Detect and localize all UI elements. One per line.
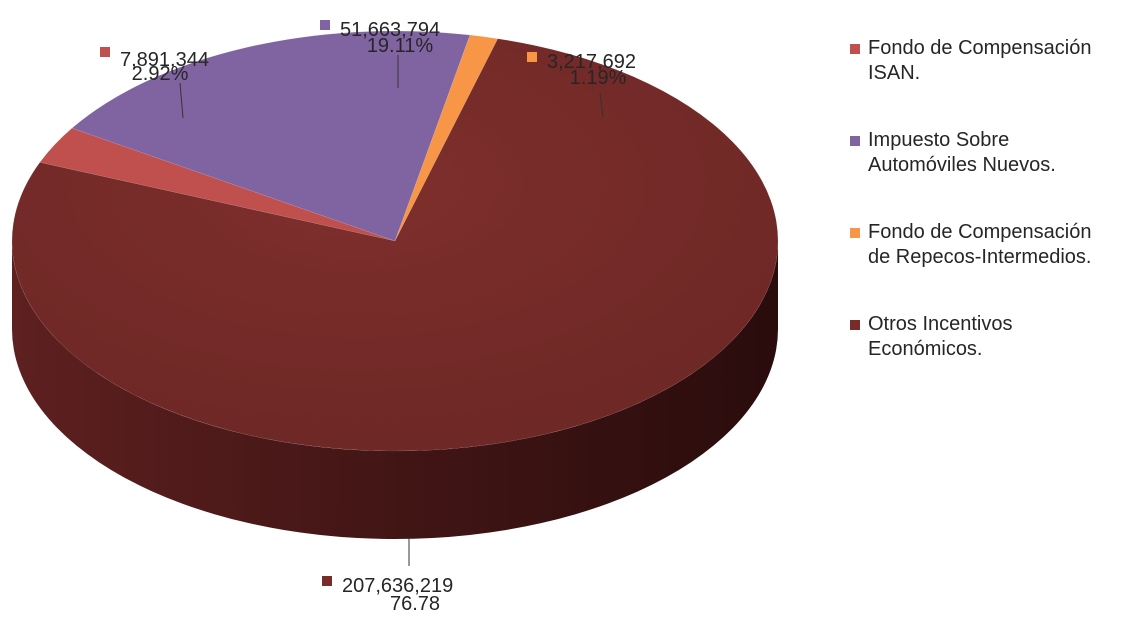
legend-swatch-otros-incentivos [850, 320, 860, 330]
legend-item-otros-incentivos: Otros Incentivos Económicos. [848, 312, 1133, 362]
leader-lines [179, 55, 604, 566]
data-label-swatch-otros-incentivos [322, 576, 332, 586]
legend-label-impuesto-autos: Impuesto Sobre Automóviles Nuevos. [868, 128, 1133, 178]
data-label-swatch-impuesto-autos [320, 20, 330, 30]
legend-item-fondo-isan: Fondo de Compensación ISAN. [848, 36, 1133, 86]
data-label-value-fondo-isan: 7,891,344 [120, 49, 209, 71]
data-label-value-impuesto-autos: 51,663,794 [340, 19, 440, 41]
pie-slice-fondo-repecos [394, 34, 499, 242]
legend: Fondo de Compensación ISAN. Impuesto Sob… [848, 36, 1133, 404]
data-label-percent-fondo-repecos: 1.19% [570, 67, 627, 89]
legend-swatch-fondo-repecos [850, 228, 860, 238]
legend-label-line1: Fondo de Compensación [868, 37, 1092, 59]
data-label-swatch-fondo-isan [100, 47, 110, 57]
legend-swatch-impuesto-autos [850, 136, 860, 146]
legend-swatch-fondo-isan [850, 44, 860, 54]
pie-side-face [12, 241, 778, 539]
legend-item-fondo-repecos: Fondo de Compensación de Repecos-Interme… [848, 220, 1133, 270]
pie-slice-otros-incentivos [11, 38, 779, 452]
pie-slice-fondo-isan [39, 127, 396, 242]
legend-label-fondo-repecos: Fondo de Compensación de Repecos-Interme… [868, 220, 1133, 270]
legend-label-line2: Económicos. [868, 338, 983, 360]
data-label-value-otros-incentivos: 207,636,219 [342, 575, 453, 597]
legend-label-line2: ISAN. [868, 62, 921, 84]
data-label-percent-otros-incentivos: 76.78 [390, 593, 440, 615]
legend-label-otros-incentivos: Otros Incentivos Económicos. [868, 312, 1133, 362]
pie-side-wall [12, 241, 778, 539]
legend-label-line1: Otros Incentivos [868, 313, 1013, 335]
data-label-value-fondo-repecos: 3,217,692 [547, 51, 636, 73]
legend-label-line1: Fondo de Compensación [868, 221, 1092, 243]
data-label-percent-impuesto-autos: 19.11% [367, 35, 434, 57]
data-label-swatch-fondo-repecos [527, 52, 537, 62]
legend-label-fondo-isan: Fondo de Compensación ISAN. [868, 36, 1133, 86]
leader-line-fondo-isan [179, 82, 184, 119]
legend-item-impuesto-autos: Impuesto Sobre Automóviles Nuevos. [848, 128, 1133, 178]
data-label-percent-fondo-isan: 2.92% [132, 63, 189, 85]
legend-label-line1: Impuesto Sobre [868, 129, 1010, 151]
pie-slices [11, 30, 779, 452]
leader-line-fondo-repecos [599, 92, 604, 118]
legend-label-line2: de Repecos-Intermedios. [868, 246, 1092, 268]
pie-slice-impuesto-autos [71, 30, 471, 242]
legend-label-line2: Automóviles Nuevos. [868, 154, 1056, 176]
